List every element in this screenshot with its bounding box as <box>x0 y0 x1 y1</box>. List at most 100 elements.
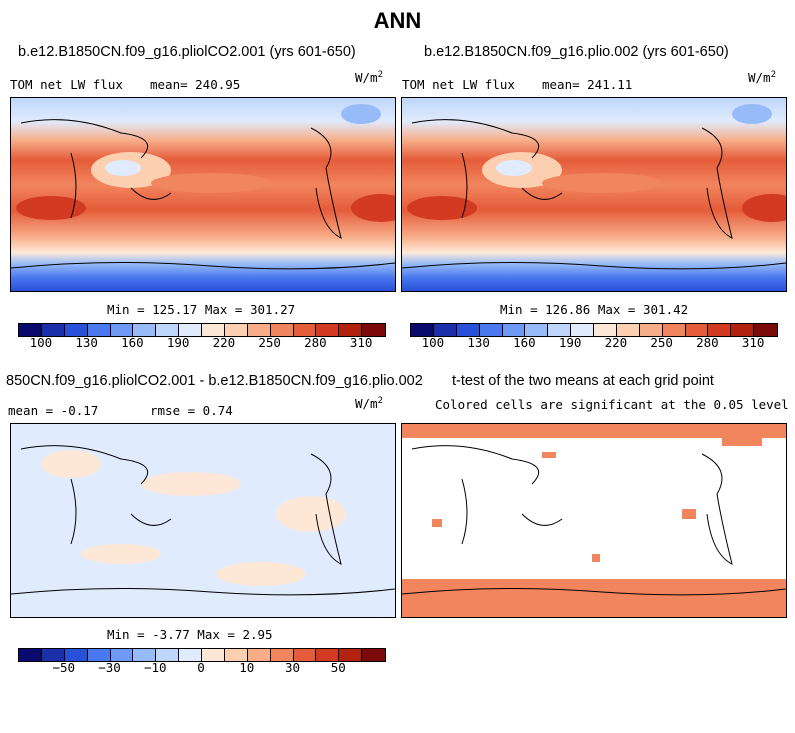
colorbar-swatch <box>754 324 777 336</box>
colorbar-swatch <box>270 649 294 661</box>
colorbar-tick-label: 10 <box>239 660 255 675</box>
colorbar-tick-label: 220 <box>212 335 236 350</box>
colorbar-swatch <box>685 324 709 336</box>
colorbar-swatch <box>731 324 755 336</box>
panel3-map-field <box>11 424 395 617</box>
colorbar-swatch <box>110 649 134 661</box>
colorbar-swatch <box>64 324 88 336</box>
colorbar-swatch <box>110 324 134 336</box>
panel3-map <box>10 423 396 618</box>
colorbar-tick-label: 310 <box>349 335 373 350</box>
colorbar-tick-label: 130 <box>75 335 98 350</box>
panel2-map <box>401 97 787 292</box>
colorbar-swatch <box>41 324 65 336</box>
colorbar-swatch <box>202 324 225 336</box>
panel3-mean: mean = -0.17 <box>8 403 99 418</box>
colorbar-tick-label: 280 <box>304 335 327 350</box>
colorbar-tick-label: −50 <box>52 660 76 675</box>
panel4-title: t-test of the two means at each grid poi… <box>452 373 714 389</box>
panel2-variable: TOM net LW flux <box>402 77 515 92</box>
colorbar-tick-label: −30 <box>98 660 121 675</box>
colorbar-tick-label: 190 <box>166 335 190 350</box>
panel1-map-field <box>11 98 395 291</box>
panel2-minmax: Min = 126.86 Max = 301.42 <box>500 302 689 317</box>
colorbar-swatch <box>156 649 180 661</box>
colorbar-swatch <box>202 649 225 661</box>
colorbar-swatch <box>571 324 594 336</box>
colorbar-swatch <box>456 324 480 336</box>
colorbar-swatch <box>339 324 363 336</box>
colorbar-swatch <box>662 324 686 336</box>
colorbar-swatch <box>293 324 317 336</box>
colorbar-swatch <box>316 324 340 336</box>
colorbar-swatch <box>548 324 572 336</box>
colorbar-swatch <box>594 324 617 336</box>
panel4-map-field <box>402 424 786 617</box>
colorbar-swatch <box>133 324 157 336</box>
colorbar-tick-label: 160 <box>513 335 536 350</box>
panel1-map <box>10 97 396 292</box>
colorbar-swatch <box>270 324 294 336</box>
panel2-units: W/m2 <box>748 70 776 86</box>
panel4-subtitle: Colored cells are significant at the 0.0… <box>435 397 789 412</box>
colorbar-tick-label: 30 <box>284 660 301 675</box>
colorbar-swatch <box>87 324 111 336</box>
panel2-colorbar <box>410 323 778 337</box>
panel1-mean: mean= 240.95 <box>150 77 241 92</box>
colorbar-swatch <box>133 649 157 661</box>
colorbar-swatch <box>41 649 65 661</box>
colorbar-swatch <box>639 324 663 336</box>
panel3-units: W/m2 <box>355 396 383 412</box>
colorbar-swatch <box>316 649 340 661</box>
colorbar-swatch <box>224 649 248 661</box>
colorbar-swatch <box>156 324 180 336</box>
panel1-units: W/m2 <box>355 70 383 86</box>
colorbar-swatch <box>179 649 202 661</box>
panel3-case-title: 850CN.f09_g16.pliolCO2.001 - b.e12.B1850… <box>6 373 423 389</box>
colorbar-swatch <box>87 649 111 661</box>
colorbar-swatch <box>362 649 385 661</box>
colorbar-tick-label: −10 <box>143 660 167 675</box>
colorbar-swatch <box>502 324 526 336</box>
colorbar-swatch <box>19 649 42 661</box>
colorbar-tick-label: 100 <box>421 335 445 350</box>
colorbar-swatch <box>525 324 549 336</box>
panel2-case-title: b.e12.B1850CN.f09_g16.plio.002 (yrs 601-… <box>424 44 729 60</box>
panel3-rmse: rmse = 0.74 <box>150 403 233 418</box>
panel2-map-field <box>402 98 786 291</box>
colorbar-swatch <box>247 649 271 661</box>
colorbar-swatch <box>433 324 457 336</box>
colorbar-swatch <box>339 649 363 661</box>
colorbar-swatch <box>247 324 271 336</box>
figure-title: ANN <box>373 8 422 33</box>
panel1-case-title: b.e12.B1850CN.f09_g16.pliolCO2.001 (yrs … <box>18 44 356 60</box>
colorbar-tick-label: 220 <box>604 335 628 350</box>
colorbar-swatch <box>64 649 88 661</box>
colorbar-swatch <box>179 324 202 336</box>
colorbar-swatch <box>19 324 42 336</box>
colorbar-swatch <box>708 324 732 336</box>
colorbar-swatch <box>616 324 640 336</box>
colorbar-swatch <box>362 324 385 336</box>
colorbar-tick-label: 310 <box>741 335 765 350</box>
colorbar-tick-label: 280 <box>696 335 719 350</box>
colorbar-tick-label: 0 <box>197 660 205 675</box>
panel3-colorbar <box>18 648 386 662</box>
colorbar-tick-label: 130 <box>467 335 490 350</box>
colorbar-tick-label: 50 <box>330 660 346 675</box>
colorbar-swatch <box>293 649 317 661</box>
panel1-colorbar <box>18 323 386 337</box>
panel4-map <box>401 423 787 618</box>
colorbar-tick-label: 190 <box>558 335 582 350</box>
panel2-mean: mean= 241.11 <box>542 77 633 92</box>
colorbar-tick-label: 100 <box>29 335 53 350</box>
colorbar-tick-label: 160 <box>121 335 144 350</box>
colorbar-tick-label: 250 <box>650 335 673 350</box>
panel1-variable: TOM net LW flux <box>10 77 123 92</box>
colorbar-swatch <box>224 324 248 336</box>
colorbar-swatch <box>479 324 503 336</box>
colorbar-tick-label: 250 <box>258 335 281 350</box>
panel3-minmax: Min = -3.77 Max = 2.95 <box>107 627 273 642</box>
panel1-minmax: Min = 125.17 Max = 301.27 <box>107 302 296 317</box>
colorbar-swatch <box>411 324 434 336</box>
